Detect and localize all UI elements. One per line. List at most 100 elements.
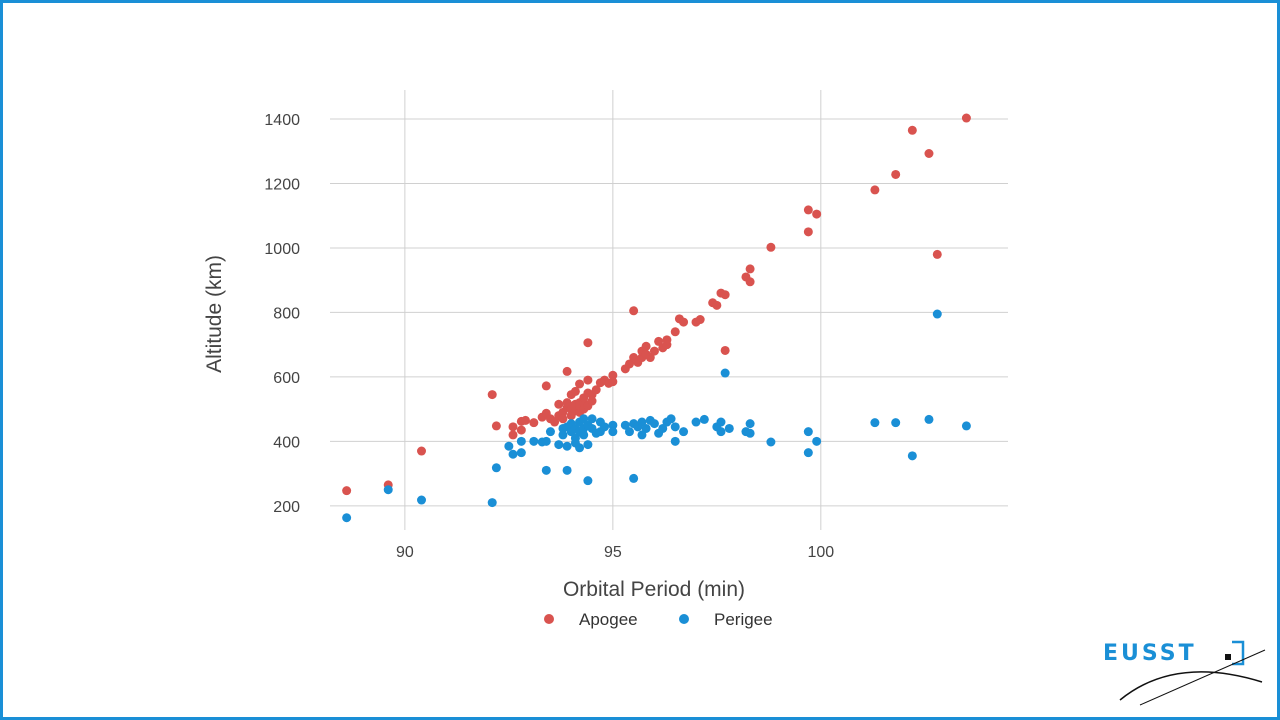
perigee-point[interactable]: [516, 436, 526, 446]
perigee-point[interactable]: [417, 495, 427, 505]
perigee-point[interactable]: [575, 443, 585, 453]
apogee-point[interactable]: [608, 377, 618, 387]
apogee-point[interactable]: [649, 346, 659, 356]
perigee-point[interactable]: [961, 421, 971, 431]
apogee-point[interactable]: [508, 430, 518, 440]
apogee-point[interactable]: [641, 341, 651, 351]
perigee-point[interactable]: [691, 417, 701, 427]
legend-item-perigee[interactable]: Perigee: [679, 610, 773, 629]
apogee-point[interactable]: [907, 125, 917, 135]
perigee-point[interactable]: [491, 463, 501, 473]
apogee-point[interactable]: [541, 381, 551, 391]
perigee-point[interactable]: [649, 419, 659, 429]
apogee-point[interactable]: [587, 396, 597, 406]
perigee-point[interactable]: [637, 430, 647, 440]
apogee-point[interactable]: [745, 277, 755, 287]
legend-item-apogee[interactable]: Apogee: [544, 610, 638, 629]
apogee-point[interactable]: [570, 386, 580, 396]
perigee-point[interactable]: [529, 436, 539, 446]
apogee-point[interactable]: [624, 359, 634, 369]
perigee-point[interactable]: [624, 427, 634, 437]
perigee-point[interactable]: [583, 476, 593, 486]
perigee-point[interactable]: [554, 440, 564, 450]
perigee-point[interactable]: [812, 436, 822, 446]
perigee-point[interactable]: [924, 414, 934, 424]
perigee-point[interactable]: [766, 437, 776, 447]
apogee-point[interactable]: [562, 398, 572, 408]
perigee-point[interactable]: [562, 465, 572, 475]
apogee-point[interactable]: [720, 345, 730, 355]
perigee-point[interactable]: [600, 422, 610, 432]
apogee-point[interactable]: [645, 353, 655, 363]
perigee-point[interactable]: [891, 418, 901, 428]
perigee-point[interactable]: [545, 427, 555, 437]
apogee-point[interactable]: [417, 446, 427, 456]
perigee-point[interactable]: [541, 465, 551, 475]
apogee-point[interactable]: [583, 338, 593, 348]
apogee-point[interactable]: [562, 366, 572, 376]
perigee-point[interactable]: [679, 427, 689, 437]
perigee-point[interactable]: [670, 422, 680, 432]
apogee-point[interactable]: [712, 300, 722, 310]
perigee-point[interactable]: [587, 414, 597, 424]
perigee-point[interactable]: [716, 427, 726, 437]
perigee-point[interactable]: [562, 441, 572, 451]
perigee-point[interactable]: [487, 498, 497, 508]
perigee-point[interactable]: [579, 414, 589, 424]
apogee-point[interactable]: [529, 418, 539, 428]
perigee-point[interactable]: [803, 448, 813, 458]
perigee-point[interactable]: [720, 368, 730, 378]
perigee-point[interactable]: [608, 427, 618, 437]
perigee-point[interactable]: [620, 420, 630, 430]
apogee-point[interactable]: [803, 205, 813, 215]
apogee-point[interactable]: [670, 327, 680, 337]
apogee-point[interactable]: [558, 414, 568, 424]
apogee-point[interactable]: [342, 486, 352, 496]
perigee-point[interactable]: [870, 418, 880, 428]
apogee-point[interactable]: [591, 385, 601, 395]
perigee-point[interactable]: [699, 414, 709, 424]
perigee-point[interactable]: [666, 414, 676, 424]
perigee-point[interactable]: [724, 423, 734, 433]
apogee-point[interactable]: [654, 336, 664, 346]
apogee-point[interactable]: [550, 417, 560, 427]
apogee-point[interactable]: [520, 415, 530, 425]
perigee-point[interactable]: [558, 430, 568, 440]
perigee-point[interactable]: [508, 449, 518, 459]
apogee-point[interactable]: [924, 149, 934, 159]
apogee-point[interactable]: [608, 370, 618, 380]
apogee-point[interactable]: [487, 390, 497, 400]
perigee-point[interactable]: [516, 448, 526, 458]
perigee-point[interactable]: [637, 417, 647, 427]
apogee-point[interactable]: [554, 399, 564, 409]
perigee-point[interactable]: [907, 451, 917, 461]
perigee-point[interactable]: [541, 436, 551, 446]
perigee-point[interactable]: [629, 473, 639, 483]
perigee-point[interactable]: [504, 441, 514, 451]
perigee-point[interactable]: [716, 417, 726, 427]
perigee-point[interactable]: [641, 423, 651, 433]
apogee-point[interactable]: [961, 113, 971, 123]
apogee-point[interactable]: [932, 249, 942, 259]
perigee-point[interactable]: [579, 430, 589, 440]
apogee-point[interactable]: [745, 264, 755, 274]
apogee-point[interactable]: [870, 185, 880, 195]
apogee-point[interactable]: [629, 306, 639, 316]
perigee-point[interactable]: [658, 423, 668, 433]
apogee-point[interactable]: [679, 317, 689, 327]
perigee-point[interactable]: [745, 419, 755, 429]
perigee-point[interactable]: [670, 436, 680, 446]
apogee-point[interactable]: [891, 169, 901, 179]
perigee-point[interactable]: [583, 440, 593, 450]
perigee-point[interactable]: [383, 485, 393, 495]
perigee-point[interactable]: [342, 513, 352, 523]
apogee-point[interactable]: [662, 335, 672, 345]
perigee-point[interactable]: [745, 428, 755, 438]
perigee-point[interactable]: [803, 427, 813, 437]
apogee-point[interactable]: [720, 290, 730, 300]
apogee-point[interactable]: [812, 209, 822, 219]
apogee-point[interactable]: [516, 425, 526, 435]
apogee-point[interactable]: [575, 379, 585, 389]
apogee-point[interactable]: [508, 422, 518, 432]
perigee-point[interactable]: [608, 420, 618, 430]
